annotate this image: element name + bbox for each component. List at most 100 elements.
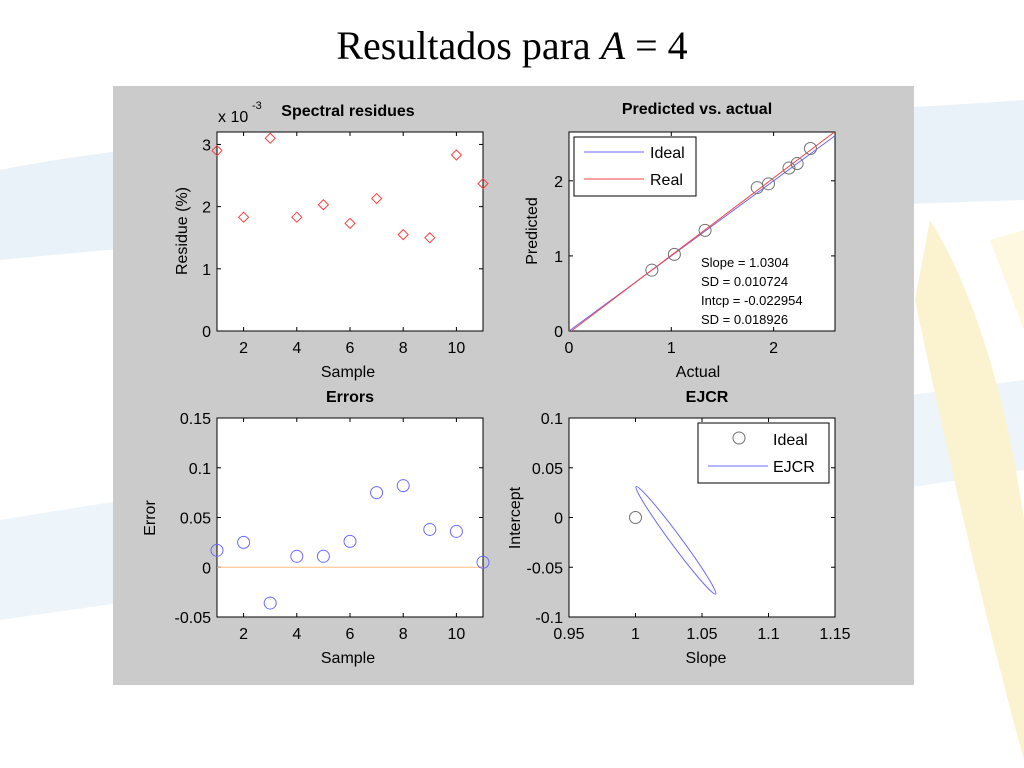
prediction-point bbox=[667, 247, 681, 261]
y-tick-label: -0.05 bbox=[527, 560, 564, 577]
annotation-slope-sd: SD = 0.010724 bbox=[701, 274, 788, 289]
error-point bbox=[370, 486, 384, 500]
errors-plot: Errors Sample Error 2 4 6 8 10 -0.05 0 0.05 0.1 0… bbox=[142, 389, 490, 667]
residue-point bbox=[450, 149, 463, 161]
data-markers bbox=[210, 479, 490, 610]
y-tick-label: -0.1 bbox=[535, 610, 563, 627]
axis-ticks: 0 1 2 0 1 2 bbox=[554, 132, 835, 357]
x-tick-label: 8 bbox=[399, 626, 408, 643]
y-tick-label: 1 bbox=[202, 262, 211, 279]
legend-label-real: Real bbox=[650, 172, 683, 189]
residue-point bbox=[424, 232, 436, 244]
slide-title: Resultados para A = 4 bbox=[0, 22, 1024, 69]
prediction-point bbox=[698, 223, 712, 237]
y-tick-label: 2 bbox=[202, 200, 211, 217]
x-tick-label: 6 bbox=[346, 626, 355, 643]
axes-box bbox=[216, 417, 484, 618]
y-tick-label: 0.15 bbox=[180, 411, 211, 428]
x-tick-label: 1 bbox=[631, 626, 640, 643]
residue-point bbox=[477, 177, 489, 190]
prediction-point bbox=[762, 177, 775, 191]
data-markers bbox=[211, 132, 489, 244]
prediction-point bbox=[645, 263, 659, 277]
predicted-vs-actual-plot: Predicted vs. actual Actual Predicted 0 1… bbox=[524, 101, 836, 381]
y-axis-label: Error bbox=[142, 500, 159, 536]
legend-marker-ideal bbox=[732, 431, 746, 445]
plot-title: Predicted vs. actual bbox=[622, 101, 772, 118]
slide-title-prefix: Resultados para bbox=[336, 23, 601, 68]
x-tick-label: 1.1 bbox=[757, 626, 779, 643]
y-tick-label: 0 bbox=[202, 560, 211, 577]
axis-ticks: 0.95 1 1.05 1.1 1.15 -0.1 -0.05 0 0.05 0.1 bbox=[527, 411, 851, 643]
annotation-slope: Slope = 1.0304 bbox=[701, 255, 789, 270]
fit-lines bbox=[568, 131, 836, 332]
annotation-intercept-sd: SD = 0.018926 bbox=[701, 312, 788, 327]
exponent-label: x 10 bbox=[218, 109, 248, 126]
x-tick-label: 4 bbox=[292, 340, 301, 357]
legend: Ideal Real bbox=[573, 136, 697, 197]
error-point bbox=[396, 479, 410, 493]
y-tick-label: 0.1 bbox=[189, 461, 211, 478]
ideal-point-marker bbox=[629, 511, 642, 524]
y-tick-label: 0.05 bbox=[532, 461, 563, 478]
y-tick-label: 3 bbox=[202, 137, 211, 154]
y-tick-label: 1 bbox=[554, 249, 563, 266]
x-tick-label: 0 bbox=[565, 340, 574, 357]
x-tick-label: 2 bbox=[239, 340, 248, 357]
x-tick-label: 1.05 bbox=[686, 626, 717, 643]
residue-point bbox=[344, 217, 356, 230]
prediction-point bbox=[790, 157, 804, 171]
residue-point bbox=[397, 228, 409, 241]
legend-label-ideal: Ideal bbox=[773, 432, 808, 449]
background-swoosh bbox=[915, 220, 1024, 760]
plot-title: Errors bbox=[326, 389, 374, 406]
error-point bbox=[210, 543, 224, 557]
error-point bbox=[449, 524, 463, 538]
plot-title: EJCR bbox=[686, 389, 729, 406]
error-point bbox=[343, 534, 357, 548]
y-tick-label: 0 bbox=[554, 511, 563, 528]
ejcr-plot: EJCR Slope Intercept 0.95 1 1.05 1.1 1.15 -0.… bbox=[507, 389, 851, 667]
legend-label-ideal: Ideal bbox=[650, 145, 685, 162]
y-axis-label: Residue (%) bbox=[174, 187, 191, 275]
error-point bbox=[263, 596, 277, 610]
error-point bbox=[316, 549, 330, 563]
x-axis-label: Actual bbox=[676, 364, 720, 381]
legend-label-ejcr: EJCR bbox=[773, 459, 815, 476]
y-tick-label: 2 bbox=[554, 174, 563, 191]
y-axis-label: Predicted bbox=[524, 197, 541, 265]
background-swoosh bbox=[990, 230, 1024, 330]
slide-title-variable: A bbox=[600, 23, 626, 68]
annotation-intercept: Intcp = -0.022954 bbox=[701, 293, 803, 308]
residue-point bbox=[370, 192, 383, 205]
y-axis-label: Intercept bbox=[507, 486, 524, 549]
x-tick-label: 2 bbox=[769, 340, 778, 357]
ideal-line bbox=[568, 135, 836, 332]
legend-box bbox=[697, 422, 830, 484]
y-tick-label: 0.05 bbox=[180, 511, 211, 528]
plot-title: Spectral residues bbox=[281, 103, 415, 120]
real-line bbox=[570, 131, 835, 332]
y-tick-label: 0 bbox=[554, 324, 563, 341]
error-point bbox=[423, 522, 437, 536]
slide-title-suffix: = 4 bbox=[625, 23, 688, 68]
residue-point bbox=[237, 211, 250, 223]
error-point bbox=[476, 555, 490, 569]
x-axis-label: Slope bbox=[686, 650, 727, 667]
residue-point bbox=[317, 199, 330, 211]
x-tick-label: 8 bbox=[399, 340, 408, 357]
error-point bbox=[290, 549, 304, 563]
legend-box bbox=[573, 136, 697, 197]
x-axis-label: Sample bbox=[321, 364, 375, 381]
ejcr-ellipse bbox=[635, 486, 717, 595]
error-point bbox=[237, 535, 251, 549]
y-tick-label: -0.05 bbox=[175, 610, 212, 627]
x-axis-label: Sample bbox=[321, 650, 375, 667]
x-tick-label: 6 bbox=[346, 340, 355, 357]
x-tick-label: 10 bbox=[448, 626, 466, 643]
residue-point bbox=[211, 144, 223, 157]
x-tick-label: 10 bbox=[448, 340, 466, 357]
legend: Ideal EJCR bbox=[697, 422, 830, 484]
axis-ticks: 2 4 6 8 10 -0.05 0 0.05 0.1 0.15 bbox=[175, 411, 483, 643]
